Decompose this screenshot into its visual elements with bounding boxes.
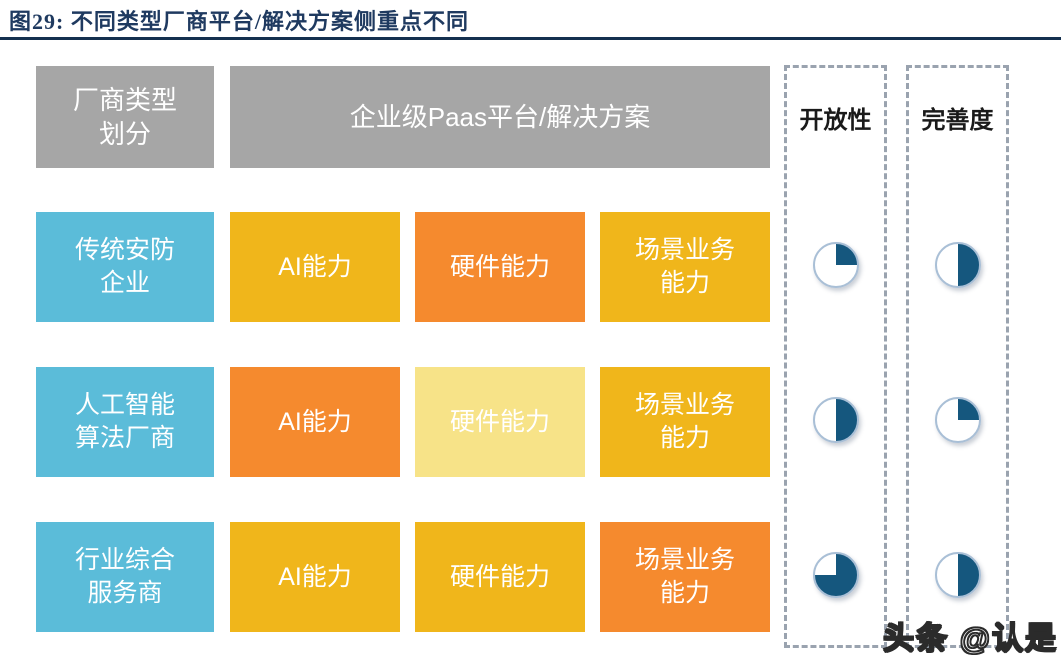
capability-hardware-row1: 硬件能力 <box>415 212 585 322</box>
completeness-pie-chart-row1 <box>935 242 981 288</box>
capability-ai-row1: AI能力 <box>230 212 400 322</box>
vendor-industry-integrated-service: 行业综合 服务商 <box>36 522 214 632</box>
capability-ai-row3: AI能力 <box>230 522 400 632</box>
capability-hardware-row2: 硬件能力 <box>415 367 585 477</box>
capability-hardware-row3: 硬件能力 <box>415 522 585 632</box>
openness-pie-chart-row1 <box>813 242 859 288</box>
completeness-column: 完善度 <box>906 65 1009 648</box>
title-divider-line <box>0 37 1061 40</box>
openness-pie-chart-row3 <box>813 552 859 598</box>
watermark-text: 头条 @认是 <box>882 620 1058 657</box>
vendor-ai-algorithm: 人工智能 算法厂商 <box>36 367 214 477</box>
openness-pie-chart-row2 <box>813 397 859 443</box>
completeness-column-label: 完善度 <box>921 107 994 134</box>
openness-column: 开放性 <box>784 65 887 648</box>
header-platform-solution: 企业级Paas平台/解决方案 <box>230 66 770 168</box>
figure-title: 图29: 不同类型厂商平台/解决方案侧重点不同 <box>9 9 469 34</box>
openness-column-label: 开放性 <box>799 107 872 134</box>
capability-ai-row2: AI能力 <box>230 367 400 477</box>
capability-scene-business-row2: 场景业务 能力 <box>600 367 770 477</box>
capability-scene-business-row3: 场景业务 能力 <box>600 522 770 632</box>
vendor-traditional-security: 传统安防 企业 <box>36 212 214 322</box>
header-vendor-type: 厂商类型 划分 <box>36 66 214 168</box>
completeness-pie-chart-row3 <box>935 552 981 598</box>
completeness-pie-chart-row2 <box>935 397 981 443</box>
capability-scene-business-row1: 场景业务 能力 <box>600 212 770 322</box>
